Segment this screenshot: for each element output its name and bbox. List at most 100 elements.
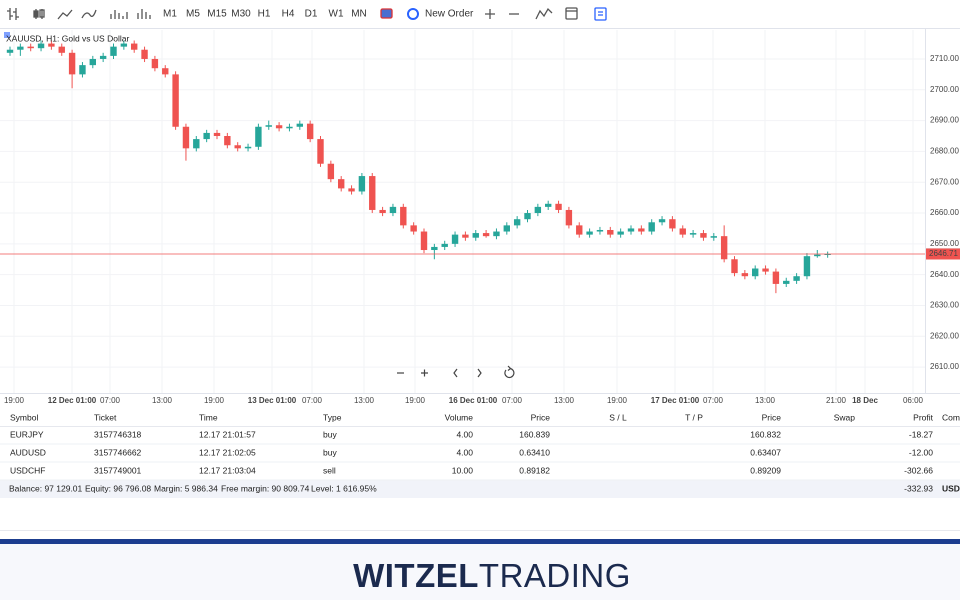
- column-header[interactable]: Time: [199, 412, 218, 422]
- scroll-right-button[interactable]: [477, 368, 482, 378]
- x-tick-label: 07:00: [302, 396, 323, 405]
- y-tick-label: 2710.00: [930, 54, 959, 63]
- x-tick-label: 13:00: [354, 396, 375, 405]
- column-header[interactable]: Price: [531, 412, 551, 422]
- candle-body: [306, 123, 314, 140]
- table-header-bg: [0, 409, 960, 427]
- column-header[interactable]: Ticket: [94, 412, 117, 422]
- table-cell: 0.89182: [519, 465, 550, 475]
- calendar-icon[interactable]: [565, 7, 578, 20]
- candle-body: [244, 146, 252, 149]
- candle-body: [193, 139, 200, 149]
- currency: USD: [942, 483, 960, 493]
- candle-body: [596, 229, 604, 232]
- timeframe-button[interactable]: H1: [258, 9, 271, 20]
- bar-icon[interactable]: [7, 8, 19, 20]
- line-icon[interactable]: [57, 9, 73, 20]
- toolbar-icons: [7, 7, 607, 21]
- candle-body: [400, 206, 407, 226]
- x-tick-label: 06:00: [903, 396, 924, 405]
- zoom-in-button[interactable]: [421, 369, 428, 377]
- candle-body: [275, 125, 283, 129]
- area-icon[interactable]: [81, 9, 97, 19]
- timeframe-button[interactable]: W1: [329, 9, 344, 20]
- x-tick-label: 07:00: [502, 396, 523, 405]
- candle-body: [234, 145, 241, 149]
- candle-body: [555, 203, 562, 210]
- column-header[interactable]: Swap: [834, 412, 856, 422]
- templates-icon[interactable]: [594, 7, 607, 21]
- y-tick-label: 2680.00: [930, 147, 959, 156]
- new-order-button[interactable]: New Order: [425, 9, 474, 20]
- table-cell: 12.17 21:03:04: [199, 465, 256, 475]
- x-tick-label: 13:00: [554, 396, 575, 405]
- timeframe-button[interactable]: M15: [207, 9, 227, 20]
- timeframe-button[interactable]: M1: [163, 9, 177, 20]
- candle-body: [120, 43, 128, 47]
- table-cell: 3157749001: [94, 465, 142, 475]
- chart-badge: [4, 32, 10, 38]
- y-tick-label: 2700.00: [930, 85, 959, 94]
- x-tick-label: 16 Dec 01:00: [449, 396, 498, 405]
- table-cell: 0.89209: [750, 465, 781, 475]
- table-cell: 3157746662: [94, 447, 142, 457]
- candle-icon-body: [39, 9, 45, 18]
- table-cell: 4.00: [456, 429, 473, 439]
- column-header[interactable]: Price: [762, 412, 782, 422]
- table-cell: buy: [323, 429, 337, 439]
- account-summary: Level: 1 616.95%: [311, 483, 377, 493]
- table-cell: 3157746318: [94, 429, 142, 439]
- candle-body: [524, 213, 531, 220]
- one-click-icon[interactable]: [380, 8, 393, 19]
- table-cell: 0.63407: [750, 447, 781, 457]
- candle-body: [762, 268, 769, 272]
- candle-body: [545, 203, 552, 207]
- timeframe-button[interactable]: M5: [186, 9, 200, 20]
- scroll-left-button[interactable]: [453, 368, 458, 378]
- zoom-in-icon[interactable]: [485, 9, 495, 19]
- column-header[interactable]: Volume: [445, 412, 474, 422]
- y-tick-label: 2650.00: [930, 239, 959, 248]
- column-header[interactable]: Symbol: [10, 412, 38, 422]
- candle-body: [379, 209, 386, 214]
- indicators-icon[interactable]: [535, 7, 553, 20]
- timeframe-button[interactable]: MN: [351, 9, 367, 20]
- column-header[interactable]: S / L: [609, 412, 627, 422]
- brand-bar: [0, 539, 960, 544]
- timeframe-button[interactable]: M30: [231, 9, 251, 20]
- column-header[interactable]: Comm: [942, 412, 960, 422]
- candle-body: [576, 225, 583, 235]
- histogram-icon[interactable]: [137, 9, 151, 19]
- candle-body: [503, 225, 510, 232]
- total-profit: -332.93: [904, 483, 933, 493]
- column-header[interactable]: Profit: [913, 412, 933, 422]
- column-header[interactable]: Type: [323, 412, 342, 422]
- candle-body: [224, 136, 231, 146]
- table-cell: buy: [323, 447, 337, 457]
- candle-body: [6, 49, 14, 53]
- new-order-icon[interactable]: [407, 8, 419, 20]
- candle-body: [700, 233, 707, 238]
- volume-icon[interactable]: [110, 10, 128, 19]
- table-cell: 160.832: [750, 429, 781, 439]
- table-cell: EURJPY: [10, 429, 44, 439]
- candle-body: [369, 176, 376, 210]
- candle-body: [627, 228, 635, 232]
- account-summary: Margin: 5 986.34: [154, 483, 218, 493]
- column-header[interactable]: T / P: [685, 412, 703, 422]
- candle-icon-body: [33, 10, 39, 18]
- timeframe-button[interactable]: D1: [305, 9, 318, 20]
- candle-body: [327, 163, 335, 180]
- brand-area: [0, 544, 960, 600]
- account-summary: Free margin: 90 809.74: [221, 483, 310, 493]
- candle-body: [482, 233, 490, 237]
- y-tick-label: 2670.00: [930, 177, 959, 186]
- timeframe-button[interactable]: H4: [282, 9, 295, 20]
- templates-icon-lines: [598, 11, 603, 16]
- reset-button[interactable]: [504, 365, 515, 379]
- x-tick-label: 17 Dec 01:00: [651, 396, 700, 405]
- candle-body: [565, 209, 573, 226]
- y-tick-label: 2610.00: [930, 362, 959, 371]
